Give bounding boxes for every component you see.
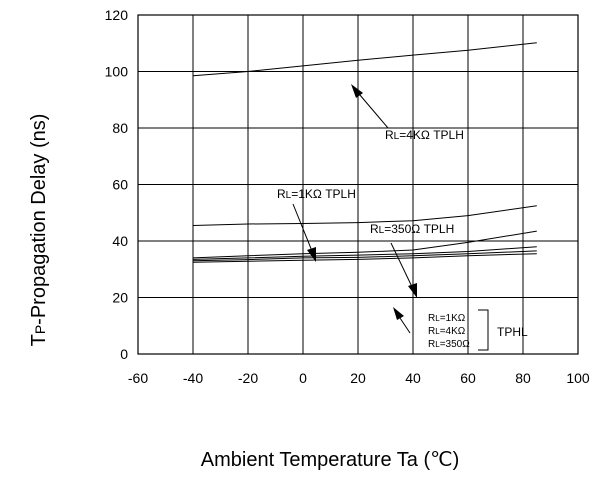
- series-line-1: [192, 42, 537, 77]
- series-line-2: [192, 205, 537, 226]
- x-tick-label: 40: [405, 370, 421, 386]
- x-tick-label: 100: [566, 370, 590, 386]
- series-line-6: [192, 253, 537, 263]
- y-tick-label: 120: [105, 7, 129, 23]
- annotation-tplh-4k-label: RL=4KΩ TPLH: [385, 128, 464, 142]
- arrow-line: [292, 203, 315, 257]
- y-axis-title: TP-Propagation Delay (ns): [28, 114, 50, 347]
- y-tick-label: 40: [112, 233, 128, 249]
- annotation-tphl: RL=1KΩ RL=4KΩ RL=350Ω TPHL: [393, 307, 528, 351]
- annotation-tplh-4k: RL=4KΩ TPLH: [351, 84, 464, 142]
- x-tick-label: -60: [128, 370, 148, 386]
- x-tick-label: -20: [238, 370, 258, 386]
- grid-lines: [137, 14, 579, 355]
- arrowhead: [351, 84, 363, 98]
- series-lines: [192, 42, 537, 263]
- tphl-bracket: [478, 309, 489, 351]
- y-tick-label: 20: [112, 290, 128, 306]
- tphl-item-4k: RL=4KΩ: [428, 326, 466, 337]
- annotation-tplh-1k: RL=1KΩ TPLH: [277, 187, 356, 262]
- tphl-label: TPHL: [497, 325, 528, 339]
- annotation-tplh-350-label: RL=350Ω TPLH: [370, 222, 454, 236]
- annotation-tplh-1k-label: RL=1KΩ TPLH: [277, 187, 356, 201]
- annotation-tplh-350: RL=350Ω TPLH: [370, 222, 454, 298]
- arrowhead: [393, 307, 404, 320]
- series-line-3: [192, 230, 537, 259]
- x-tick-label: 0: [299, 370, 307, 386]
- y-tick-label: 0: [120, 346, 128, 362]
- x-tick-label: 60: [460, 370, 476, 386]
- tphl-item-1k: RL=1KΩ: [428, 313, 466, 324]
- x-tick-label: 80: [515, 370, 531, 386]
- y-tick-label: 80: [112, 120, 128, 136]
- y-tick-label: 60: [112, 177, 128, 193]
- x-axis-title: Ambient Temperature Ta (℃): [201, 449, 460, 471]
- x-tick-label: -40: [183, 370, 203, 386]
- series-line-4: [192, 246, 537, 260]
- tphl-item-350: RL=350Ω: [428, 339, 470, 350]
- arrow-line: [390, 242, 415, 292]
- y-tick-labels: 0 20 40 60 80 100 120: [105, 7, 129, 362]
- x-tick-labels: -60 -40 -20 0 20 40 60 80 100: [128, 370, 590, 386]
- plot-frame: [137, 14, 579, 355]
- series-line-5: [192, 250, 537, 262]
- arrowhead: [408, 283, 417, 298]
- x-tick-label: 20: [350, 370, 366, 386]
- y-tick-label: 100: [105, 64, 129, 80]
- arrowhead: [307, 247, 316, 262]
